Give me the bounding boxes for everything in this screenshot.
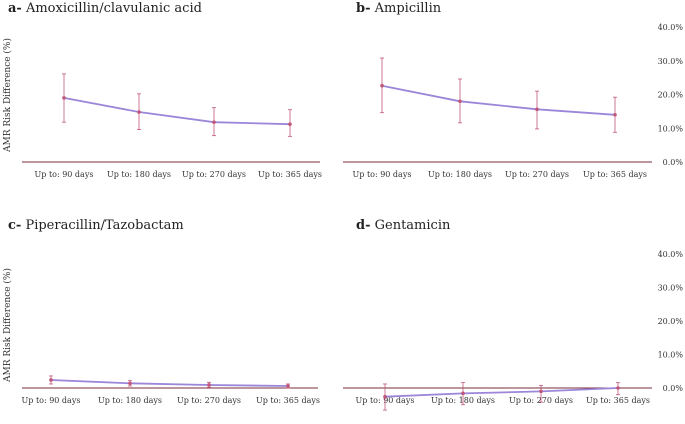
data-point [613,112,617,117]
x-tick-label: Up to: 180 days [428,170,492,179]
series-line [63,97,291,126]
panel-d: d- Gentamicin 0.0% 10.0% 20.0% 30.0% 40.0% Up … [343,218,684,411]
data-point [380,83,384,88]
panel-title: b- Ampicillin [356,1,442,16]
x-tick-label: Up to: 270 days [182,170,246,179]
y-tick-label: 30.0% [658,284,684,293]
y-axis-label: AMR Risk Difference (%) [2,38,13,153]
data-point [128,381,132,386]
x-tick-label: Up to: 270 days [505,170,569,179]
panel-title-text: Gentamicin [371,218,451,233]
panel-c: c- Piperacillin/Tazobactam AMR Risk Diffe… [2,218,320,405]
y-tick-label: 20.0% [658,91,684,100]
data-point [286,384,290,388]
y-axis-label: AMR Risk Difference (%) [2,268,13,383]
data-point [49,378,53,382]
panel-title-text: Piperacillin/Tazobactam [21,218,183,233]
panel-title: d- Gentamicin [356,218,451,233]
y-tick-label: 40.0% [658,23,684,32]
y-tick-label: 40.0% [658,250,684,259]
data-point [539,389,543,394]
panel-a: a- Amoxicillin/clavulanic acid AMR Risk D… [2,1,322,179]
x-tick-label: Up to: 90 days [35,170,94,179]
x-tick-label: Up to: 365 days [583,170,647,179]
panel-letter: c- [8,218,21,233]
data-point [535,107,539,112]
series-line [384,387,619,398]
data-point [288,122,292,126]
data-point [461,391,465,396]
panel-title-text: Ampicillin [371,1,442,16]
panel-title: a- Amoxicillin/clavulanic acid [8,1,202,16]
panel-letter: a- [8,1,22,16]
panel-letter: b- [356,1,371,16]
data-point [383,394,387,399]
y-tick-label: 10.0% [658,124,684,133]
y-tick-label: 0.0% [663,384,684,393]
panel-title-text: Amoxicillin/clavulanic acid [22,1,202,16]
x-tick-label: Up to: 365 days [256,396,320,405]
data-point [137,110,141,114]
x-tick-label: Up to: 365 days [258,170,322,179]
y-tick-label: 20.0% [658,317,684,326]
x-tick-label: Up to: 90 days [353,170,412,179]
y-tick-label: 10.0% [658,351,684,360]
x-tick-label: Up to: 180 days [98,396,162,405]
x-tick-label: Up to: 270 days [177,396,241,405]
series-line [50,379,289,387]
x-tick-label: Up to: 180 days [107,170,171,179]
panel-b: b- Ampicillin 0.0% 10.0% 20.0% 30.0% 40.0% Up … [343,1,683,179]
data-point [207,383,211,387]
data-point [458,99,462,104]
y-tick-label: 30.0% [658,57,684,66]
x-tick-label: Up to: 90 days [22,396,81,405]
panel-title: c- Piperacillin/Tazobactam [8,218,184,233]
series-line [381,84,616,116]
y-tick-label: 0.0% [663,158,684,167]
data-point [616,386,620,390]
x-tick-label: Up to: 365 days [586,396,650,405]
data-point [62,96,66,100]
data-point [212,120,216,124]
panel-letter: d- [356,218,371,233]
